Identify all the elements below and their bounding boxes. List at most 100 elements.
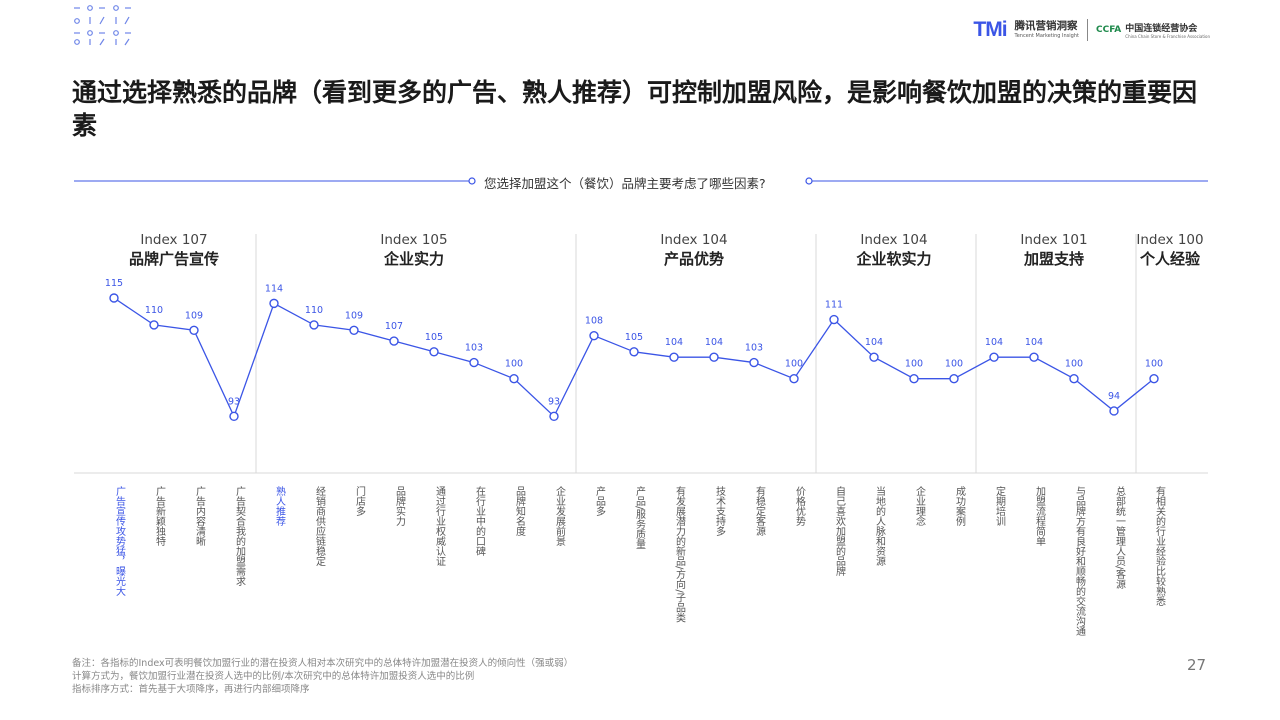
category-label: 加盟流程简单: [1034, 486, 1046, 547]
data-label: 114: [265, 283, 283, 294]
data-label: 110: [145, 305, 163, 316]
data-label: 110: [305, 305, 323, 316]
data-point: [1109, 406, 1119, 416]
footnote-line: 计算方式为，餐饮加盟行业潜在投资人选中的比例/本次研究中的总体特许加盟投资人选中…: [72, 671, 475, 682]
data-point: [1069, 374, 1079, 384]
data-label: 104: [665, 337, 683, 348]
group-name-label: 品牌广告宣传: [129, 250, 219, 268]
footnote-line: 备注：各指标的Index可表明餐饮加盟行业的潜在投资人相对本次研究中的总体特许加…: [72, 658, 574, 669]
group-index-label: Index 101: [1020, 232, 1087, 248]
category-label: 门店多: [354, 485, 366, 517]
data-label: 100: [905, 359, 923, 370]
data-point: [749, 357, 759, 368]
data-label: 105: [625, 332, 643, 343]
ccfa-name-en: China Chain Store & Franchise Associatio…: [1125, 34, 1210, 39]
category-label: 企业发展前景: [554, 485, 566, 546]
question-line-left-dot: [468, 177, 476, 185]
category-label: 成功案例: [954, 486, 966, 527]
data-point: [949, 374, 959, 384]
header-branding: TMi 腾讯营销洞察 Tencent Marketing Insight CCF…: [973, 18, 1210, 42]
data-label: 108: [585, 316, 603, 327]
tencent-brand: 腾讯营销洞察 Tencent Marketing Insight: [1015, 21, 1079, 39]
data-label: 105: [425, 332, 443, 343]
category-label: 经销商供应链稳定: [314, 485, 326, 567]
category-label: 有相关的行业经验比较熟悉: [1154, 485, 1166, 606]
data-point: [629, 347, 639, 357]
category-label: 广告内容清晰: [194, 486, 206, 547]
category-label: 广告契合我的加盟需求: [234, 486, 246, 586]
data-label: 94: [1108, 391, 1120, 402]
data-point: [1149, 374, 1159, 384]
data-point: [549, 411, 559, 422]
ccfa-name-cn: 中国连锁经营协会: [1125, 24, 1198, 34]
footnote-line: 指标排序方式：首先基于大项降序，再进行内部细项降序: [72, 684, 310, 695]
group-name-label: 企业实力: [383, 250, 444, 268]
data-point: [869, 352, 879, 362]
data-label: 100: [1145, 359, 1163, 370]
data-label: 100: [505, 359, 523, 370]
brand-name-en: Tencent Marketing Insight: [1014, 32, 1079, 39]
group-name-label: 加盟支持: [1023, 250, 1084, 268]
data-label: 93: [548, 396, 560, 407]
data-point: [829, 314, 839, 325]
data-point: [509, 374, 519, 384]
ccfa-logo: CCFA: [1095, 25, 1122, 35]
data-point: [229, 411, 239, 422]
group-name-label: 企业软实力: [855, 250, 931, 268]
data-point: [989, 352, 999, 362]
category-label: 通过行业权威认证: [434, 486, 446, 566]
category-label: 广告新颖独特: [154, 486, 166, 546]
category-label: 与品牌方有良好和顺畅的交流沟通: [1074, 486, 1086, 636]
category-label: 品牌实力: [394, 486, 406, 527]
data-point: [149, 320, 159, 330]
data-label: 100: [945, 359, 963, 370]
category-label: 企业理念: [914, 485, 926, 526]
data-label: 109: [185, 310, 203, 321]
ccfa-brand: CCFA 中国连锁经营协会 China Chain Store & Franch…: [1096, 21, 1210, 39]
category-label: 技术支持多: [714, 485, 726, 537]
page-number: 27: [1187, 656, 1207, 674]
group-index-label: Index 104: [860, 232, 927, 248]
data-point: [789, 374, 799, 384]
brand-separator: [1086, 19, 1088, 41]
category-label: 产品/服务质量: [634, 485, 646, 550]
data-point: [1029, 352, 1039, 362]
category-label: 熟人推荐: [274, 485, 286, 527]
brand-name-cn: 腾讯营销洞察: [1014, 20, 1078, 33]
data-label: 104: [705, 337, 723, 348]
data-label: 109: [345, 310, 363, 321]
group-index-label: Index 107: [140, 232, 207, 248]
group-index-label: Index 105: [380, 232, 447, 248]
group-name-label: 产品优势: [664, 250, 724, 268]
footnotes: 备注：各指标的Index可表明餐饮加盟行业的潜在投资人相对本次研究中的总体特许加…: [72, 657, 573, 696]
data-label: 111: [825, 300, 843, 311]
data-point: [189, 325, 199, 335]
data-label: 93: [228, 396, 240, 407]
data-point: [469, 357, 479, 368]
data-point: [349, 325, 359, 335]
category-label: 当地的人脉和资源: [874, 485, 886, 567]
data-label: 107: [385, 321, 403, 332]
data-label: 104: [865, 337, 883, 348]
data-point: [589, 330, 599, 341]
data-point: [389, 336, 399, 346]
data-label: 104: [1025, 337, 1043, 348]
data-point: [429, 347, 439, 357]
category-label: 在行业中的口碑: [474, 486, 486, 557]
index-line-chart: Index 107 品牌广告宣传 Index 105 企业实力 Index 104 产品优…: [74, 177, 1208, 636]
category-label: 广告宣传攻势猛，曝光大: [114, 486, 126, 597]
data-point: [909, 374, 919, 384]
tmi-logo: TMi: [973, 18, 1007, 41]
survey-question: 您选择加盟这个（餐饮）品牌主要考虑了哪些因素?: [484, 173, 766, 192]
question-line-right-dot: [805, 177, 813, 185]
data-point: [309, 320, 319, 330]
data-label: 100: [785, 359, 803, 370]
data-point: [709, 352, 719, 362]
category-label: 价格优势: [794, 486, 806, 527]
category-label: 产品多: [594, 485, 606, 517]
category-label: 自己喜欢加盟的品牌: [834, 485, 846, 577]
category-label: 有稳定客源: [754, 485, 766, 537]
data-point: [269, 298, 279, 309]
category-label: 定期培训: [994, 485, 1006, 527]
data-label: 100: [1065, 359, 1083, 370]
